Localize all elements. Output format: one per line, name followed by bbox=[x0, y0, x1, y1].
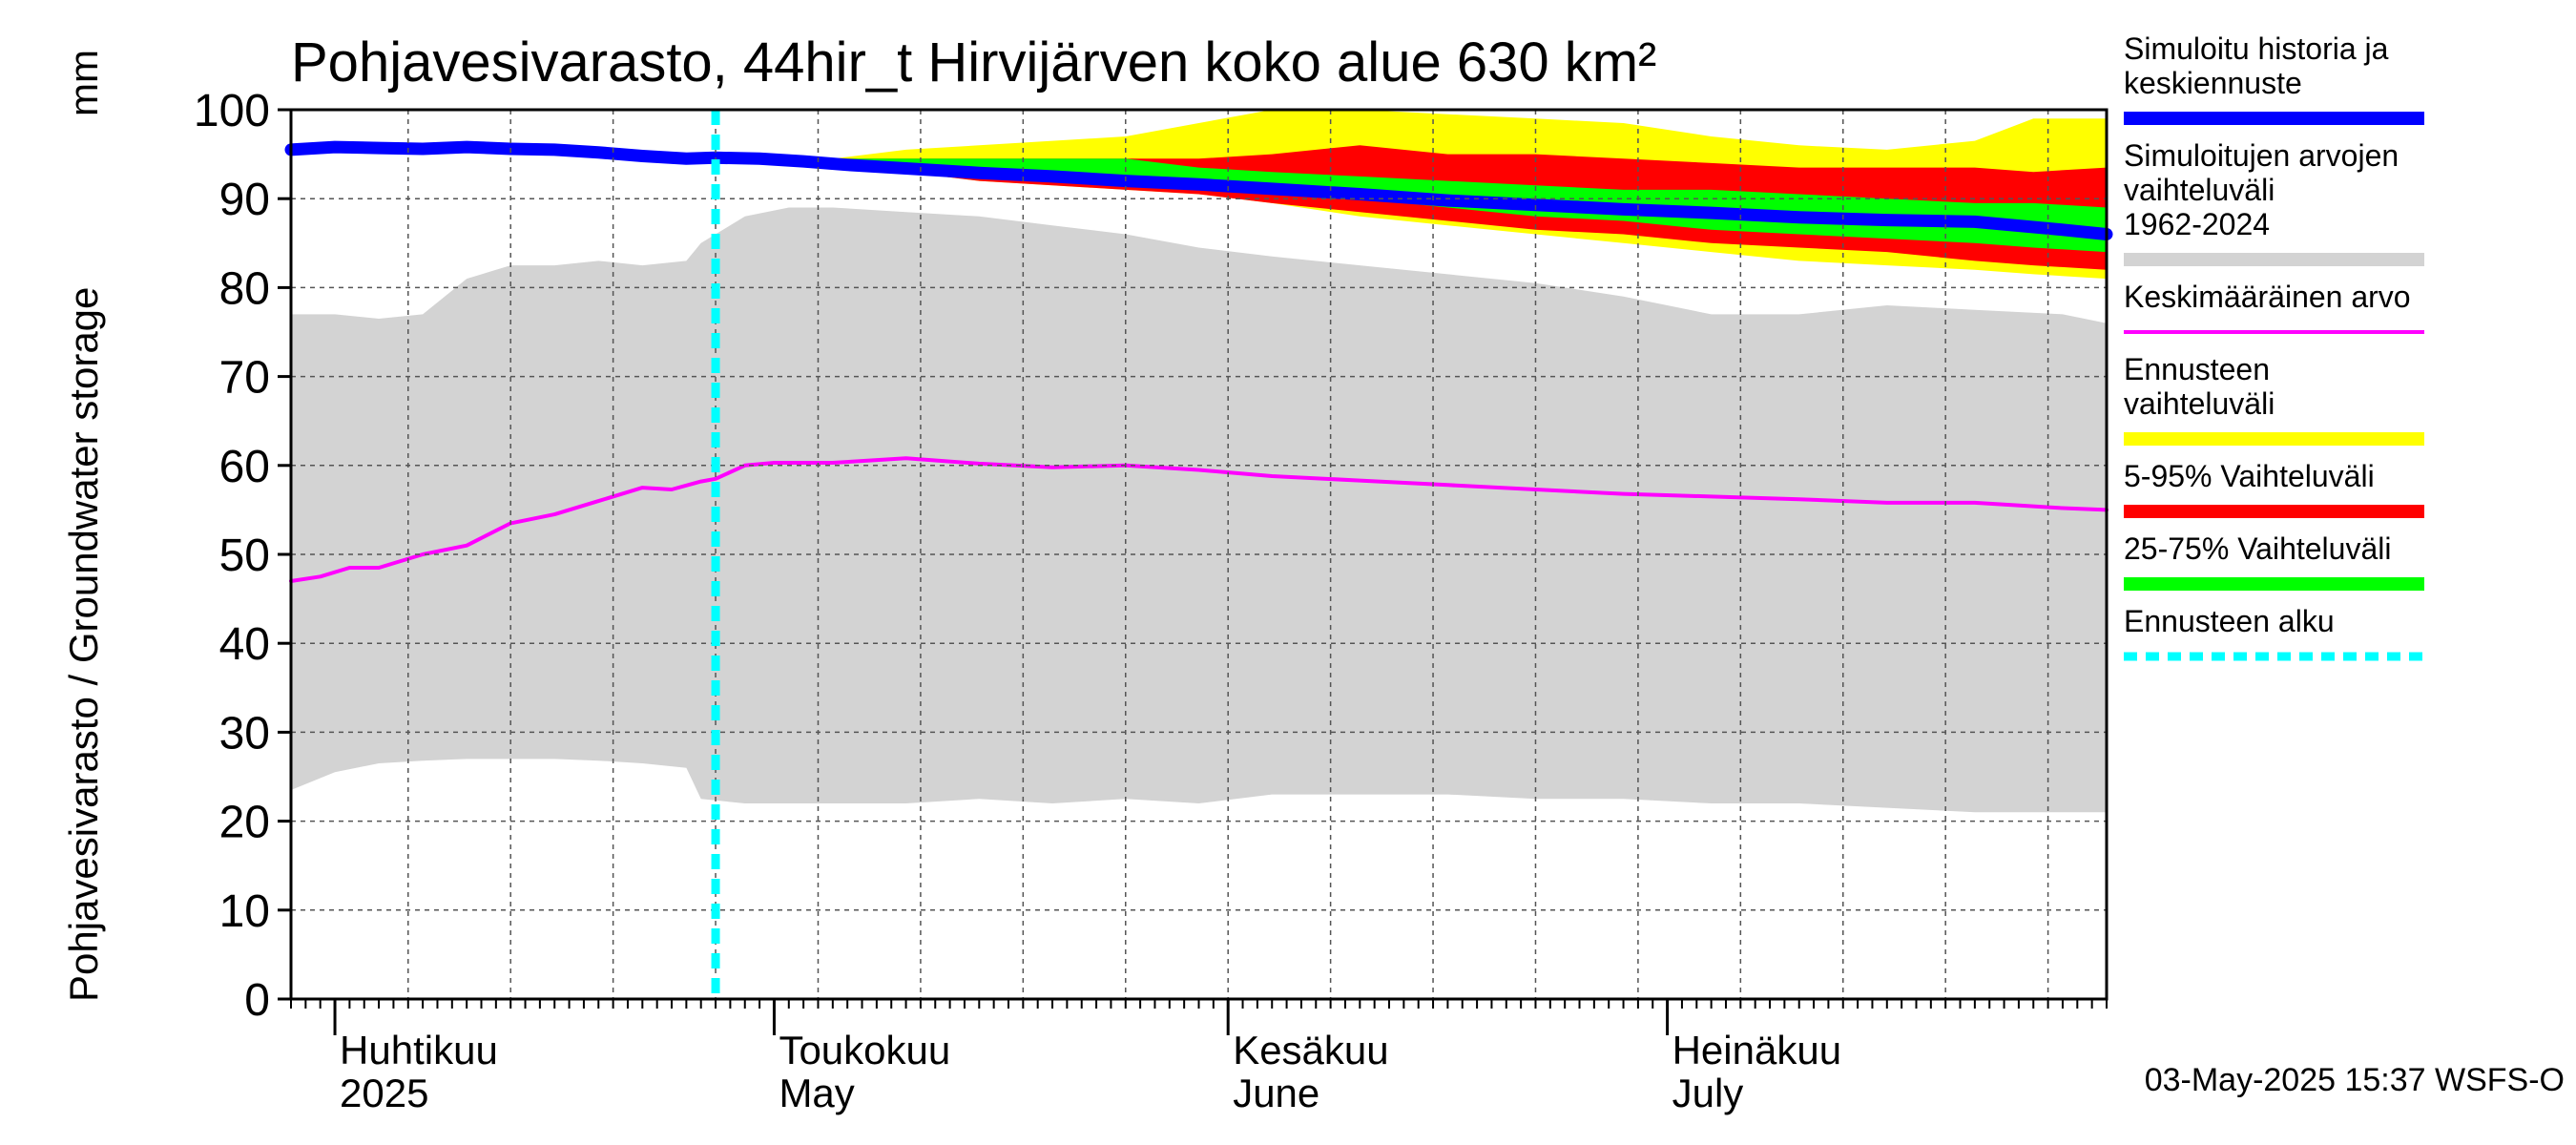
legend-label: Ennusteen bbox=[2124, 352, 2270, 386]
series-3-band bbox=[716, 158, 2107, 253]
y-tick-label: 80 bbox=[219, 263, 270, 314]
legend-label: vaihteluväli bbox=[2124, 173, 2275, 207]
series-4-line bbox=[289, 456, 2109, 583]
y-tick-label: 100 bbox=[194, 86, 270, 136]
series-5-line bbox=[284, 140, 2113, 240]
x-month-label: Kesäkuu bbox=[1233, 1028, 1388, 1072]
legend-label: 5-95% Vaihteluväli bbox=[2124, 459, 2375, 493]
legend-label: Simuloitu historia ja bbox=[2124, 31, 2389, 66]
legend-label: 1962-2024 bbox=[2124, 207, 2270, 241]
series-0-band bbox=[291, 207, 2107, 813]
legend-label: Keskimääräinen arvo bbox=[2124, 280, 2411, 314]
legend-label: keskiennuste bbox=[2124, 66, 2302, 100]
y-tick-label: 50 bbox=[219, 531, 270, 581]
y-tick-label: 0 bbox=[244, 975, 270, 1026]
timestamp: 03-May-2025 15:37 WSFS-O bbox=[2145, 1062, 2565, 1098]
x-month-sublabel: June bbox=[1233, 1071, 1319, 1115]
x-month-label: Huhtikuu bbox=[340, 1028, 498, 1072]
y-tick-label: 20 bbox=[219, 798, 270, 848]
y-tick-label: 70 bbox=[219, 353, 270, 404]
legend-label: 25-75% Vaihteluväli bbox=[2124, 531, 2391, 566]
chart-title: Pohjavesivarasto, 44hir_t Hirvijärven ko… bbox=[291, 31, 1656, 94]
y-tick-label: 60 bbox=[219, 442, 270, 492]
plot-area bbox=[284, 110, 2113, 813]
legend-label: Simuloitujen arvojen bbox=[2124, 138, 2399, 173]
y-tick-label: 90 bbox=[219, 175, 270, 225]
y-axis-label: Pohjavesivarasto / Groundwater storage bbox=[61, 287, 106, 1002]
legend-label: Ennusteen alku bbox=[2124, 604, 2335, 638]
y-tick-label: 30 bbox=[219, 708, 270, 759]
x-month-label: Heinäkuu bbox=[1672, 1028, 1841, 1072]
x-month-sublabel: 2025 bbox=[340, 1071, 428, 1115]
y-axis-unit: mm bbox=[61, 50, 106, 116]
legend-label: vaihteluväli bbox=[2124, 386, 2275, 421]
x-month-label: Toukokuu bbox=[779, 1028, 950, 1072]
x-month-sublabel: July bbox=[1672, 1071, 1744, 1115]
x-month-sublabel: May bbox=[779, 1071, 854, 1115]
y-tick-label: 10 bbox=[219, 886, 270, 937]
y-tick-label: 40 bbox=[219, 619, 270, 670]
